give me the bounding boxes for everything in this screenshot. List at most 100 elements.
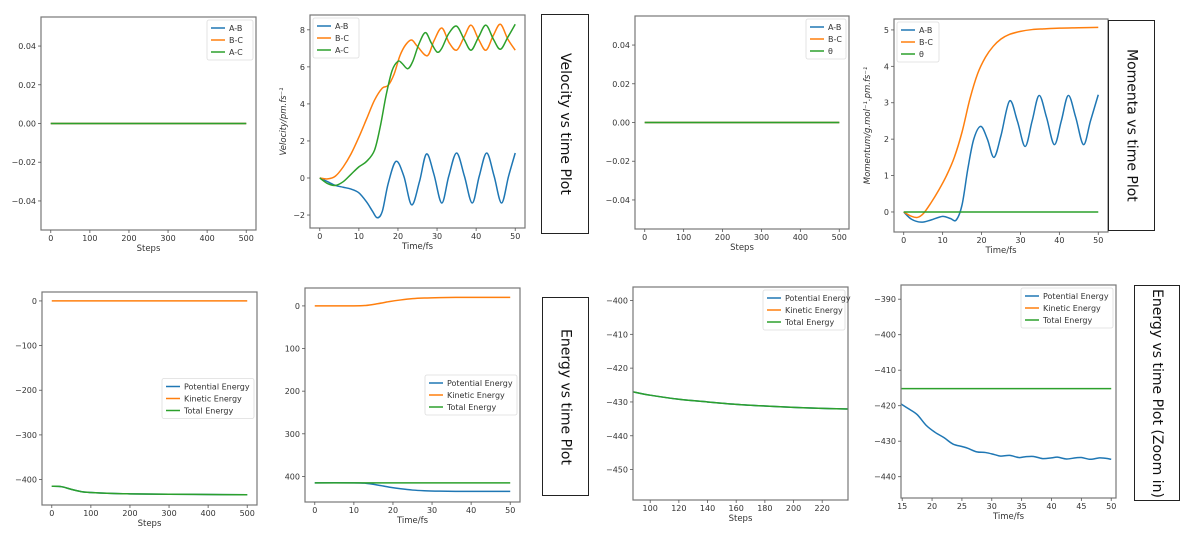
x-axis-label: Time/fs [401,242,434,252]
y-tick-label: 0.02 [18,81,36,90]
series-line-b-c [319,23,516,180]
x-tick-label: 0 [48,234,53,243]
x-tick-label: 180 [757,504,772,513]
y-tick-label: 6 [300,63,305,72]
legend-box [762,289,846,331]
legend-box [161,378,255,419]
chart-energy-steps: 0 100 200 300 400 500 −400 −300 −200 −100 0 Steps Po… [15,291,258,529]
x-tick-label: 0 [312,506,317,515]
y-tick-label: 3 [884,99,889,108]
series-line-a-b [903,94,1099,223]
series-line-total-energy [633,391,848,410]
x-tick-label: 20 [388,506,398,515]
legend-entry: Potential Energy [447,379,513,388]
y-tick-label: −450 [606,466,628,475]
legend-box [424,374,518,416]
x-tick-label: 200 [122,509,137,518]
legend-entry: Kinetic Energy [184,395,242,404]
legend-box [206,19,254,61]
x-axis-label: Steps [729,514,753,524]
title-box-energy: Energy vs time Plot [542,297,589,496]
y-tick-label: 0.04 [18,42,36,51]
x-tick-label: 200 [786,504,801,513]
y-tick-label: −410 [606,330,628,339]
x-tick-label: 40 [466,506,476,515]
x-tick-label: 100 [83,509,98,518]
legend: A-B B-C θ [896,21,940,63]
legend-entry: θ [919,50,924,59]
y-tick-label: −420 [606,364,628,373]
plot-frame [900,284,1117,499]
series-group [901,387,1112,461]
legend-box [1020,287,1114,329]
legend-entry: Total Energy [183,407,234,416]
legend-entry: Potential Energy [785,294,851,303]
title-energy-zoom: Energy vs time Plot (Zoom in) [1149,288,1165,498]
x-tick-label: 10 [349,506,359,515]
series-line-potential-energy [633,391,848,410]
x-tick-label: 100 [676,233,691,242]
chart-velocity-time: 0 10 20 30 40 50 −2 0 2 4 6 8 Time/fs Velocity/pm.fs⁻… [279,14,526,252]
y-tick-label: −440 [606,432,628,441]
series-group [51,300,248,496]
legend-entry: B-C [828,35,842,44]
x-tick-label: 0 [317,232,322,241]
x-tick-label: 400 [200,509,215,518]
y-tick-label: 0.00 [18,120,36,129]
x-tick-label: 500 [239,234,254,243]
x-tick-label: 10 [938,236,948,245]
x-tick-label: 100 [643,504,658,513]
series-line-total-energy [51,485,248,496]
title-energy: Energy vs time Plot [557,328,574,465]
y-tick-label: 4 [884,62,889,71]
legend-entry: A-C [229,48,243,57]
legend: Potential Energy Kinetic Energy Total Ener… [1020,287,1114,329]
y-tick-label: 0 [295,302,300,311]
plot-frame [309,14,526,229]
x-tick-label: 220 [815,504,830,513]
y-tick-label: 0 [884,208,889,217]
legend-entry: Kinetic Energy [447,391,505,400]
y-tick-label: −390 [874,295,896,304]
x-tick-label: 20 [927,502,937,511]
legend-entry: A-B [335,22,348,31]
legend-entry: Kinetic Energy [1043,304,1101,313]
legend-entry: Total Energy [1042,316,1093,325]
legend: Potential Energy Kinetic Energy Total Ener… [762,289,851,331]
y-tick-label: −0.04 [11,197,36,206]
chart-momenta-time: 0 10 20 30 40 50 0 1 2 3 4 5 Time/fs Momentum/g.mol⁻¹… [863,18,1109,256]
y-tick-label: −0.02 [605,157,630,166]
series-group [903,26,1099,223]
x-tick-label: 40 [1046,502,1056,511]
x-tick-label: 0 [642,233,647,242]
x-tick-label: 30 [987,502,997,511]
plot-frame [632,286,849,501]
x-axis-label: Time/fs [984,246,1017,256]
x-tick-label: 25 [957,502,967,511]
x-tick-label: 50 [1106,502,1116,511]
x-axis-label: Steps [138,519,162,529]
series-group [319,23,516,219]
legend-entry: B-C [229,36,243,45]
x-tick-label: 500 [240,509,255,518]
y-tick-label: 400 [285,472,300,481]
legend-entry: Potential Energy [1043,292,1109,301]
legend-entry: A-B [828,23,841,32]
series-line-kinetic-energy [314,296,511,307]
title-box-velocity: Velocity vs time Plot [541,14,589,234]
x-axis-label: Time/fs [396,516,429,526]
x-tick-label: 45 [1076,502,1086,511]
y-tick-label: −410 [874,366,896,375]
x-tick-label: 160 [729,504,744,513]
y-tick-label: 8 [300,26,305,35]
y-tick-label: −0.04 [605,196,630,205]
title-velocity: Velocity vs time Plot [557,53,573,195]
x-tick-label: 0 [49,509,54,518]
y-tick-label: 4 [300,100,305,109]
x-tick-label: 35 [1017,502,1027,511]
legend-box [896,21,940,63]
x-tick-label: 20 [393,232,403,241]
series-line-potential-energy [901,403,1112,461]
x-axis-label: Steps [137,244,161,254]
